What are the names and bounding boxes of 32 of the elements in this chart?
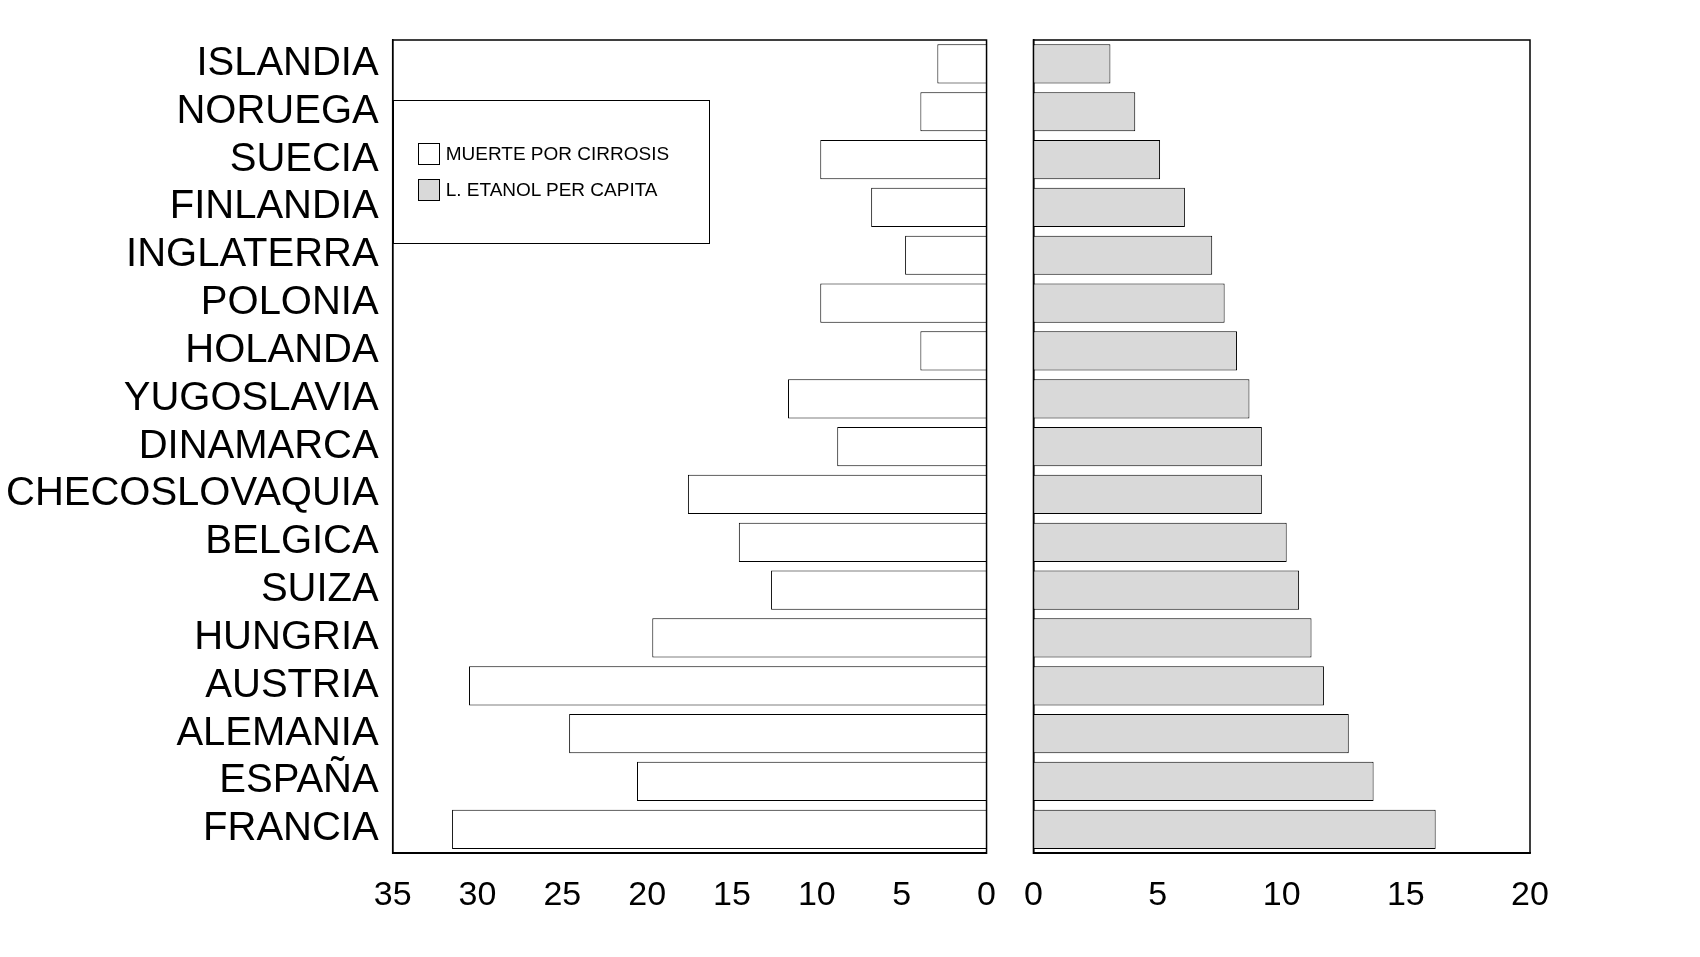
y-tick-label: INGLATERRA [126,230,379,275]
y-tick-label: FINLANDIA [169,182,379,227]
y-tick-label: BELGICA [205,517,379,562]
y-tick-label: YUGOSLAVIA [123,373,379,418]
y-tick-label: SUIZA [260,565,379,610]
x-tick-label: 35 [373,873,412,912]
y-tick-label: CHECOSLOVAQUIA [5,469,379,514]
x-tick-label: 20 [1511,873,1549,912]
x-tick-label: 5 [892,873,912,912]
y-tick-label: DINAMARCA [138,421,379,466]
x-tick-label: 5 [1148,873,1168,912]
y-tick-label: NORUEGA [176,86,379,131]
y-tick-label: AUSTRIA [205,660,379,705]
x-tick-label: 10 [1262,873,1301,912]
y-tick-label: ESPAÑA [219,756,379,801]
y-tick-label: POLONIA [200,278,379,323]
x-tick-label: 15 [713,873,751,912]
y-tick-label: ALEMANIA [176,708,379,753]
x-tick-label: 10 [797,873,836,912]
x-tick-label: 30 [458,873,497,912]
y-tick-label: SUECIA [229,134,379,179]
x-tick-label: 25 [543,873,582,912]
x-tick-label: 0 [1023,873,1043,912]
text: MUERTE POR CIRROSIS [445,143,670,165]
y-tick-label: HOLANDA [185,325,379,370]
x-tick-label: 0 [977,873,997,912]
x-tick-label: 20 [628,873,667,912]
x-tick-label: 15 [1386,873,1425,912]
y-tick-label: ISLANDIA [196,38,379,83]
text: L. ETANOL PER CAPITA [445,179,658,200]
y-tick-label: HUNGRIA [194,612,379,657]
y-tick-label: FRANCIA [203,804,379,849]
